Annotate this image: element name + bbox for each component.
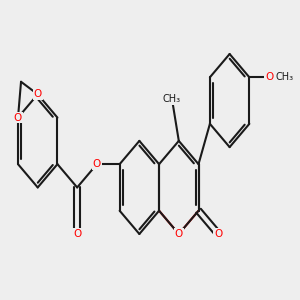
Text: O: O — [14, 112, 22, 123]
Text: O: O — [73, 229, 81, 239]
Text: O: O — [34, 89, 42, 99]
Text: O: O — [175, 229, 183, 239]
Text: CH₃: CH₃ — [163, 94, 181, 104]
Text: O: O — [214, 229, 222, 239]
Text: CH₃: CH₃ — [276, 72, 294, 82]
Text: O: O — [93, 159, 101, 169]
Text: O: O — [265, 72, 273, 82]
